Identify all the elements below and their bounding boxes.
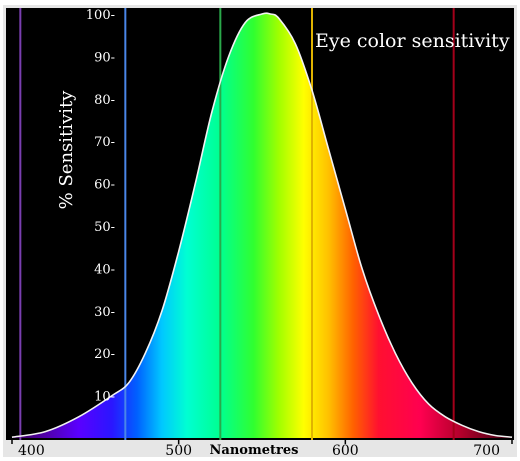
y-tick-labels: 10- 20- 30- 40- 50- 60- 70- 80- 90- 100-	[86, 8, 115, 405]
x-axis-label: Nanometres	[210, 443, 299, 458]
chart-title: Eye color sensitivity	[315, 30, 510, 52]
y-tick-label: 30-	[94, 305, 115, 320]
y-tick-label: 40-	[94, 262, 115, 277]
x-tick-label: 600	[332, 443, 359, 459]
y-tick-label: 60-	[94, 178, 115, 193]
x-tick-labels: 400 500 600 700	[11, 440, 513, 459]
x-tick-label: 700	[473, 443, 500, 459]
y-tick-label: 70-	[94, 135, 115, 150]
y-tick-label: 50-	[94, 220, 115, 235]
x-tick-label: 400	[18, 443, 45, 459]
y-axis-label: % Sensitivity	[56, 90, 77, 210]
y-tick-label: 20-	[94, 347, 115, 362]
y-tick-label: 90-	[94, 50, 115, 65]
sensitivity-area	[12, 13, 512, 438]
sensitivity-curve	[11, 12, 513, 438]
y-tick-label: 10-	[94, 390, 115, 405]
y-tick-label: 100-	[86, 8, 115, 23]
y-tick-label: 80-	[94, 93, 115, 108]
x-tick-label: 500	[165, 443, 192, 459]
